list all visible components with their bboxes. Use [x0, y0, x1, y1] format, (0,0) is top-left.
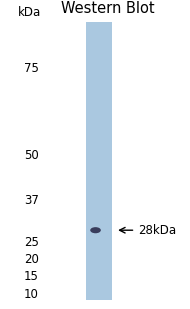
Bar [86, 22, 112, 300]
Ellipse shape [90, 227, 101, 233]
Text: Western Blot: Western Blot [61, 1, 155, 16]
Text: kDa: kDa [17, 6, 41, 19]
Text: 28kDa: 28kDa [139, 224, 177, 237]
